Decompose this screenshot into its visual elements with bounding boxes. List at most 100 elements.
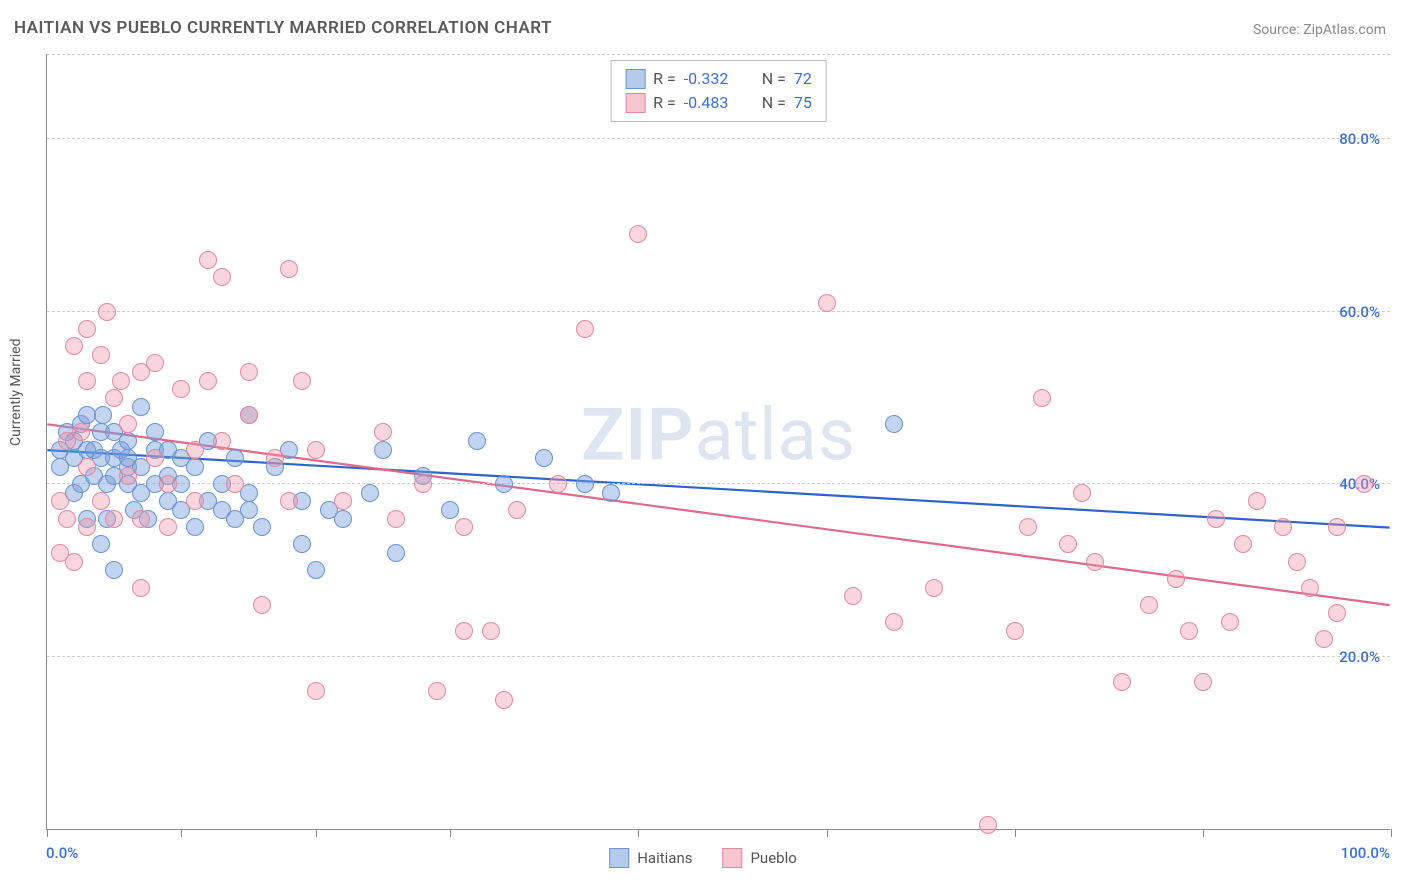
data-point (51, 492, 69, 510)
chart-title: HAITIAN VS PUEBLO CURRENTLY MARRIED CORR… (14, 18, 552, 38)
stat-r-label: R = (653, 67, 676, 91)
data-point (885, 415, 903, 433)
x-tick (827, 829, 828, 837)
data-point (213, 432, 231, 450)
data-point (1234, 535, 1252, 553)
data-point (280, 492, 298, 510)
data-point (119, 467, 137, 485)
data-point (334, 510, 352, 528)
x-tick (1203, 829, 1204, 837)
data-point (226, 449, 244, 467)
data-point (1059, 535, 1077, 553)
data-point (307, 441, 325, 459)
data-point (186, 492, 204, 510)
data-point (495, 691, 513, 709)
data-point (78, 458, 96, 476)
data-point (226, 475, 244, 493)
data-point (818, 294, 836, 312)
grid-line (47, 311, 1390, 312)
data-point (482, 622, 500, 640)
x-tick (316, 829, 317, 837)
grid-line (47, 138, 1390, 139)
data-point (92, 492, 110, 510)
swatch-icon (722, 848, 742, 868)
data-point (253, 518, 271, 536)
trend-lines (47, 54, 1390, 829)
data-point (172, 380, 190, 398)
data-point (240, 363, 258, 381)
data-point (455, 518, 473, 536)
data-point (199, 372, 217, 390)
data-point (112, 372, 130, 390)
data-point (414, 475, 432, 493)
data-point (468, 432, 486, 450)
data-point (132, 510, 150, 528)
data-point (1033, 389, 1051, 407)
chart-container: HAITIAN VS PUEBLO CURRENTLY MARRIED CORR… (0, 0, 1406, 892)
data-point (361, 484, 379, 502)
data-point (105, 561, 123, 579)
data-point (428, 682, 446, 700)
data-point (535, 449, 553, 467)
data-point (280, 260, 298, 278)
data-point (1328, 518, 1346, 536)
data-point (508, 501, 526, 519)
plot-area: ZIPatlas R =-0.332N =72R =-0.483N =75 20… (46, 54, 1390, 830)
data-point (159, 518, 177, 536)
stat-n-label: N = (762, 91, 786, 115)
stats-box: R =-0.332N =72R =-0.483N =75 (610, 60, 827, 122)
legend: Haitians Pueblo (609, 842, 797, 874)
data-point (105, 510, 123, 528)
data-point (293, 535, 311, 553)
data-point (1019, 518, 1037, 536)
data-point (132, 398, 150, 416)
data-point (455, 622, 473, 640)
data-point (602, 484, 620, 502)
legend-label: Haitians (637, 849, 692, 867)
stat-n-value: 75 (794, 91, 812, 115)
watermark: ZIPatlas (581, 392, 856, 477)
data-point (92, 346, 110, 364)
data-point (387, 544, 405, 562)
grid-line (47, 54, 1390, 55)
data-point (146, 423, 164, 441)
x-tick (638, 829, 639, 837)
data-point (1355, 475, 1373, 493)
legend-item: Haitians (609, 848, 692, 868)
data-point (1113, 673, 1131, 691)
data-point (495, 475, 513, 493)
data-point (1140, 596, 1158, 614)
swatch-icon (625, 93, 645, 113)
data-point (387, 510, 405, 528)
stat-r-label: R = (653, 91, 676, 115)
data-point (1301, 579, 1319, 597)
data-point (1248, 492, 1266, 510)
swatch-icon (609, 848, 629, 868)
stat-n-label: N = (762, 67, 786, 91)
data-point (1086, 553, 1104, 571)
x-tick (47, 829, 48, 837)
source-label: Source: ZipAtlas.com (1253, 22, 1386, 38)
data-point (65, 337, 83, 355)
data-point (94, 406, 112, 424)
data-point (374, 441, 392, 459)
data-point (1288, 553, 1306, 571)
data-point (240, 406, 258, 424)
data-point (78, 320, 96, 338)
data-point (549, 475, 567, 493)
data-point (253, 596, 271, 614)
data-point (266, 449, 284, 467)
data-point (159, 475, 177, 493)
data-point (1006, 622, 1024, 640)
data-point (293, 372, 311, 390)
stats-row: R =-0.332N =72 (625, 67, 812, 91)
data-point (1207, 510, 1225, 528)
data-point (72, 423, 90, 441)
data-point (213, 268, 231, 286)
data-point (844, 587, 862, 605)
legend-label: Pueblo (750, 849, 796, 867)
data-point (1167, 570, 1185, 588)
data-point (186, 518, 204, 536)
data-point (979, 816, 997, 834)
data-point (1315, 630, 1333, 648)
